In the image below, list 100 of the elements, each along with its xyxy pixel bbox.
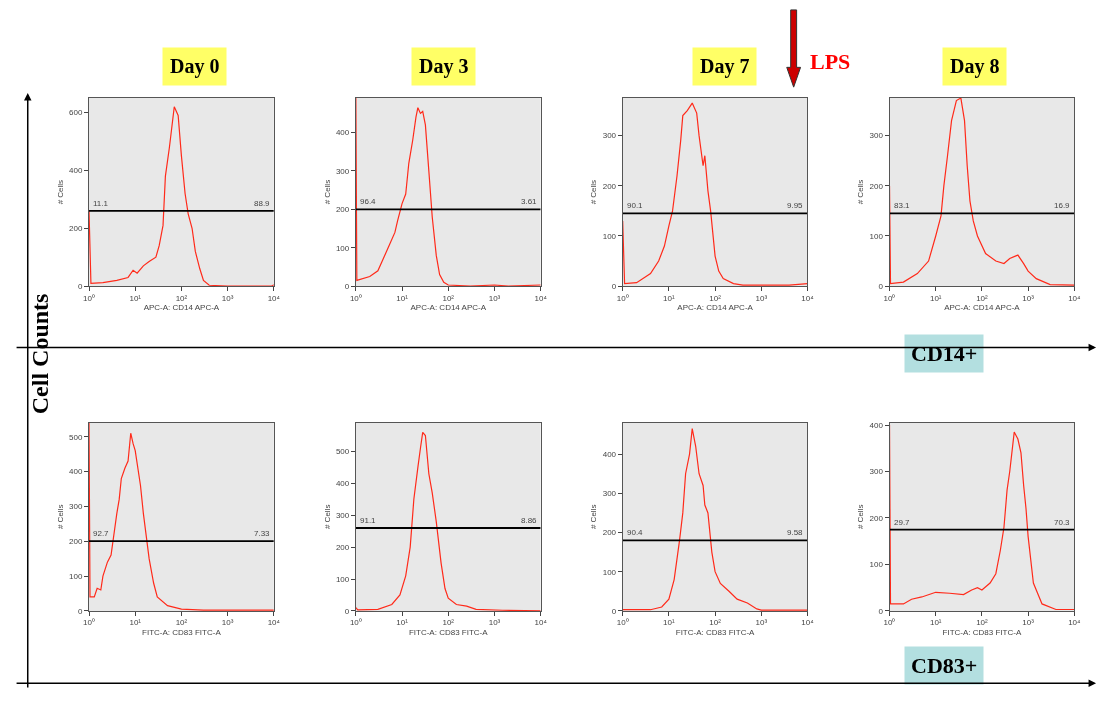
annotation: 90.4 (627, 528, 644, 537)
x-tick-label: 10⁴ (1068, 618, 1082, 628)
annotation: 92.7 (93, 529, 110, 538)
x-axis-title: FITC-A: CD83 FITC-A (675, 627, 756, 637)
x-tick-label: 10¹ (663, 618, 675, 628)
chart-title: Day 3 (419, 55, 469, 78)
x-axis-title: FITC-A: CD83 FITC-A (942, 627, 1022, 637)
x-tick-label: 10² (175, 618, 188, 628)
y-tick-label: 0 (77, 281, 83, 291)
y-tick-label: 0 (77, 606, 83, 616)
annotation: 91.1 (360, 516, 377, 525)
y-tick-label: 300 (335, 166, 350, 176)
x-tick-label: 10² (442, 618, 455, 628)
x-tick-label: 10² (976, 293, 989, 303)
y-tick-label: 200 (869, 181, 884, 191)
y-tick-label: 100 (69, 571, 83, 581)
annotation: 90.1 (627, 201, 644, 210)
annotation: 9.95 (787, 201, 804, 210)
x-tick-label: 10⁴ (801, 293, 815, 303)
y-tick-label: 0 (344, 281, 350, 291)
x-tick-label: 10¹ (129, 618, 142, 628)
y-axis-title: # Cells (322, 504, 332, 530)
annotation: 7.33 (254, 529, 271, 538)
x-tick-label: 10³ (1022, 293, 1035, 303)
y-tick-label: 400 (69, 467, 83, 477)
y-tick-label: 0 (611, 281, 617, 291)
x-tick-label: 10² (709, 293, 722, 303)
annotation: 70.3 (1054, 518, 1071, 527)
text: Cell Counts (27, 293, 54, 415)
y-tick-label: 400 (69, 166, 83, 176)
y-tick-label: 300 (869, 131, 884, 141)
x-tick-label: 10² (709, 618, 722, 628)
x-tick-label: 10⁴ (1068, 293, 1082, 303)
y-tick-label: 100 (335, 574, 350, 584)
y-tick-label: 200 (69, 537, 83, 547)
x-tick-label: 10¹ (929, 618, 942, 628)
annotation: 96.4 (360, 197, 377, 206)
x-tick-label: 10⁰ (349, 618, 362, 628)
y-tick-label: 400 (602, 449, 617, 459)
x-tick-label: 10³ (488, 618, 501, 628)
y-tick-label: 600 (69, 108, 83, 118)
y-axis-title: # Cells (589, 179, 599, 205)
y-tick-label: 300 (69, 502, 83, 512)
annotation: 9.58 (787, 528, 804, 537)
x-axis-title: APC-A: CD14 APC-A (944, 302, 1021, 312)
y-tick-label: 200 (869, 513, 884, 523)
text: CD83+ (911, 653, 978, 678)
y-tick-label: 200 (69, 224, 83, 234)
y-tick-label: 500 (335, 447, 350, 457)
x-tick-label: 10³ (1022, 618, 1035, 628)
y-tick-label: 200 (335, 542, 350, 552)
annotation: 11.1 (93, 199, 109, 208)
x-tick-label: 10⁴ (267, 618, 281, 628)
y-tick-label: 100 (602, 567, 617, 577)
annotation: 83.1 (894, 201, 911, 210)
x-axis-title: APC-A: CD14 APC-A (677, 302, 754, 312)
y-tick-label: 400 (869, 420, 884, 430)
x-tick-label: 10⁰ (616, 293, 629, 303)
chart-title: Day 8 (950, 55, 1000, 78)
y-tick-label: 400 (335, 479, 350, 489)
y-tick-label: 0 (878, 281, 884, 291)
x-tick-label: 10² (976, 618, 989, 628)
annotation: 16.9 (1054, 201, 1071, 210)
x-tick-label: 10¹ (396, 618, 409, 628)
text: LPS (810, 49, 851, 74)
x-axis-title: FITC-A: CD83 FITC-A (142, 627, 222, 637)
x-tick-label: 10⁰ (883, 293, 896, 303)
y-axis-title: # Cells (856, 504, 866, 530)
y-tick-label: 400 (335, 128, 350, 138)
y-tick-label: 100 (869, 560, 884, 570)
x-tick-label: 10³ (755, 293, 768, 303)
x-tick-label: 10⁴ (801, 618, 815, 628)
x-tick-label: 10⁴ (267, 293, 281, 303)
x-tick-label: 10⁰ (616, 618, 629, 628)
x-tick-label: 10³ (221, 618, 234, 628)
chart-title: Day 7 (700, 55, 750, 78)
annotation: 8.86 (521, 516, 538, 525)
y-axis-title: # Cells (856, 179, 866, 205)
x-tick-label: 10³ (221, 293, 234, 303)
y-tick-label: 0 (611, 606, 617, 616)
y-axis-title: # Cells (322, 179, 332, 205)
x-tick-label: 10⁴ (534, 618, 548, 628)
x-tick-label: 10⁰ (349, 293, 362, 303)
x-tick-label: 10¹ (396, 293, 409, 303)
x-axis-title: APC-A: CD14 APC-A (143, 302, 220, 312)
x-tick-label: 10² (442, 293, 455, 303)
x-axis-title: APC-A: CD14 APC-A (410, 302, 487, 312)
y-tick-label: 300 (602, 131, 617, 141)
x-tick-label: 10³ (755, 618, 768, 628)
x-tick-label: 10⁰ (883, 618, 896, 628)
y-tick-label: 0 (878, 606, 884, 616)
y-axis-title: # Cells (589, 504, 599, 530)
y-tick-label: 200 (602, 181, 617, 191)
chart-title: Day 0 (170, 55, 220, 78)
x-tick-label: 10¹ (929, 293, 942, 303)
y-tick-label: 300 (602, 489, 617, 499)
y-axis-title: # Cells (55, 504, 65, 530)
x-tick-label: 10⁴ (534, 293, 548, 303)
x-tick-label: 10² (175, 293, 188, 303)
x-tick-label: 10⁰ (83, 618, 95, 628)
